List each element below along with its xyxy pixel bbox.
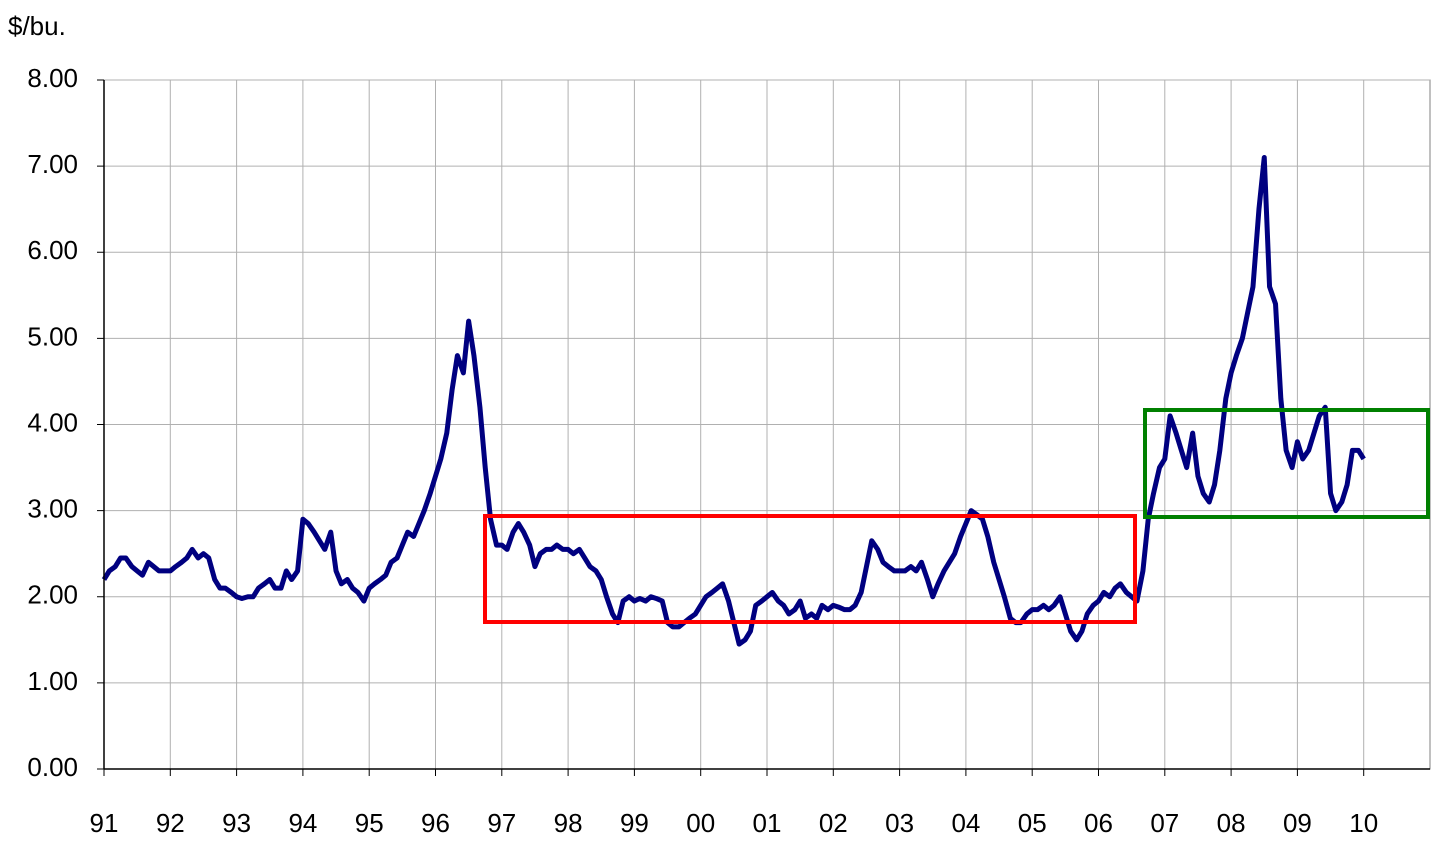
y-tick-label: 7.00 [27, 149, 78, 179]
x-tick-label: 08 [1217, 808, 1246, 838]
y-tick-label: 4.00 [27, 407, 78, 437]
x-tick-label: 91 [90, 808, 119, 838]
y-tick-label: 1.00 [27, 666, 78, 696]
x-tick-label: 06 [1084, 808, 1113, 838]
x-tick-label: 10 [1349, 808, 1378, 838]
x-tick-label: 09 [1283, 808, 1312, 838]
y-tick-label: 5.00 [27, 321, 78, 351]
y-tick-label: 3.00 [27, 494, 78, 524]
x-tick-label: 07 [1150, 808, 1179, 838]
y-tick-label: 8.00 [27, 63, 78, 93]
x-tick-label: 05 [1018, 808, 1047, 838]
x-tick-label: 92 [156, 808, 185, 838]
highlight-box [483, 514, 1137, 624]
highlight-box [1143, 408, 1430, 519]
price-line [101, 155, 1366, 647]
y-tick-label: 6.00 [27, 235, 78, 265]
x-tick-label: 96 [421, 808, 450, 838]
y-tick-label: 0.00 [27, 752, 78, 782]
x-tick-label: 02 [819, 808, 848, 838]
y-tick-label: 2.00 [27, 580, 78, 610]
x-tick-label: 04 [951, 808, 980, 838]
x-tick-label: 94 [288, 808, 317, 838]
x-tick-label: 99 [620, 808, 649, 838]
x-tick-label: 93 [222, 808, 251, 838]
y-axis-label: $/bu. [8, 11, 66, 41]
x-tick-label: 98 [554, 808, 583, 838]
x-tick-label: 03 [885, 808, 914, 838]
x-tick-label: 95 [355, 808, 384, 838]
x-tick-label: 00 [686, 808, 715, 838]
x-tick-label: 97 [487, 808, 516, 838]
x-tick-label: 01 [753, 808, 782, 838]
